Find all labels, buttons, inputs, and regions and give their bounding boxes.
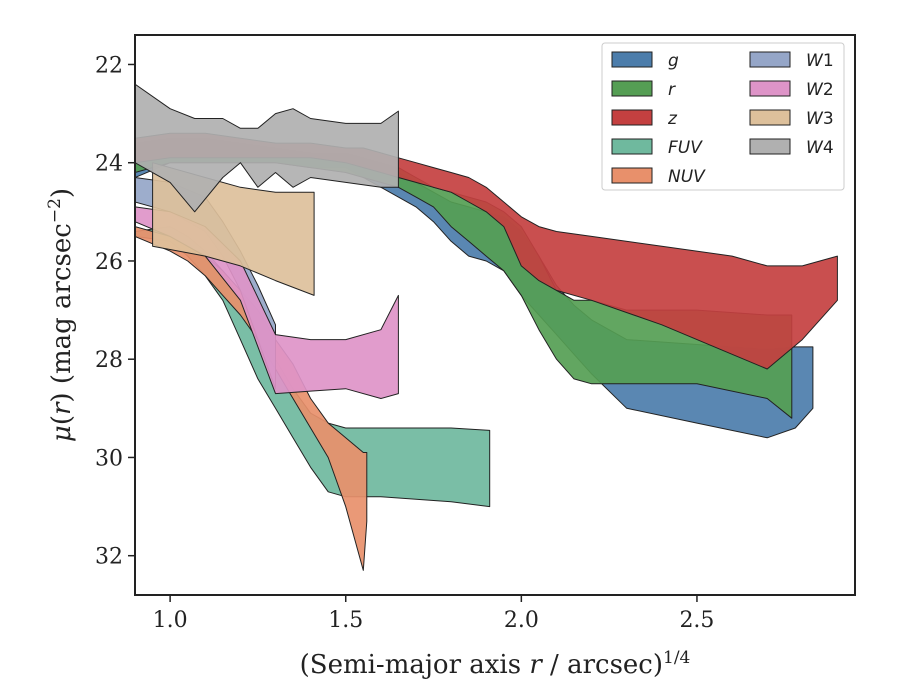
x-tick-label: 1.0 [153,608,188,633]
y-tick-label: 28 [95,348,123,373]
y-tick-label: 22 [95,53,123,78]
x-tick-label: 2.0 [504,608,539,633]
legend-swatch-fuv [611,138,653,155]
legend-swatch-nuv [611,167,653,184]
y-tick-label: 30 [95,446,123,471]
legend-label-g: g [668,51,679,71]
legend-label-r: r [668,80,676,100]
legend-label-z: z [667,109,678,129]
x-axis: 1.0 1.5 2.0 2.5 [153,595,714,633]
legend-swatch-r [611,80,653,97]
legend-label-nuv: NUV [668,167,706,187]
legend-label-w1: W1 [806,51,834,71]
y-axis: 22 24 26 28 30 32 [95,53,135,570]
legend: grz FUV NUV W1 W2 W3 W4 [601,42,845,191]
y-tick-label: 26 [95,250,123,275]
y-tick-label: 24 [95,152,123,177]
y-axis-label: μ(r) (mag arcsec−2) [45,188,77,442]
legend-swatch-w2 [749,80,791,97]
legend-swatch-w4 [749,138,791,155]
x-axis-label: (Semi-major axis r / arcsec)1/4 [300,648,691,680]
legend-label-w2: W2 [806,80,834,100]
legend-swatch-w3 [749,109,791,126]
legend-label-w3: W3 [806,109,834,129]
x-tick-label: 1.5 [328,608,363,633]
legend-label-fuv: FUV [668,138,703,158]
band-layer [135,83,838,571]
legend-swatch-w1 [749,51,791,68]
legend-label-w4: W4 [806,138,834,158]
y-tick-label: 32 [95,545,123,570]
x-tick-label: 2.5 [679,608,714,633]
legend-swatch-g [611,51,653,68]
legend-swatch-z [611,109,653,126]
band-w4 [135,83,399,213]
plot-frame [134,34,856,596]
